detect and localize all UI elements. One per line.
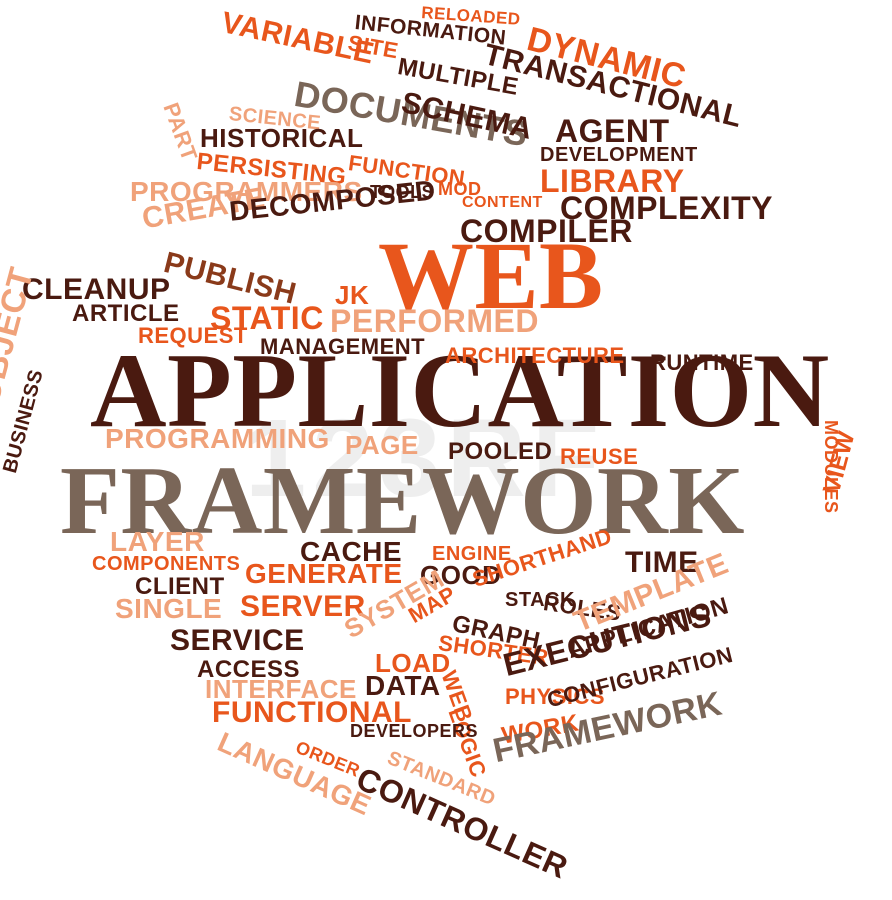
watermark: 123RF bbox=[245, 397, 606, 520]
word-good-51: GOOD bbox=[420, 560, 502, 590]
word-server-56: SERVER bbox=[240, 590, 366, 623]
word-tools-21: TOOLS bbox=[370, 182, 435, 202]
word-interface-70: INTERFACE bbox=[205, 674, 357, 704]
word-single-55: SINGLE bbox=[115, 593, 223, 624]
word-programmers-20: PROGRAMMERS bbox=[130, 176, 363, 207]
word-request-34: REQUEST bbox=[138, 323, 248, 348]
word-generate-50: GENERATE bbox=[245, 558, 403, 589]
word-cleanup-29: CLEANUP bbox=[22, 273, 171, 306]
word-library-19: LIBRARY bbox=[540, 163, 685, 199]
word-content-23: CONTENT bbox=[462, 194, 543, 211]
word-framework-2: FRAMEWORK bbox=[60, 447, 745, 555]
word-historical-15: HISTORICAL bbox=[200, 123, 364, 153]
word-performed-33: PERFORMED bbox=[330, 303, 539, 339]
word-logic-72: LOGIC bbox=[443, 704, 492, 781]
word-development-16: DEVELOPMENT bbox=[540, 144, 698, 166]
word-jk-30: JK bbox=[335, 280, 370, 310]
word-service-62: SERVICE bbox=[170, 624, 305, 657]
word-architecture-36: ARCHITECTURE bbox=[445, 343, 625, 368]
word-web-0: WEB bbox=[378, 222, 604, 329]
word-engine-48: ENGINE bbox=[432, 543, 512, 565]
word-programming-40: PROGRAMMING bbox=[105, 423, 330, 454]
word-components-49: COMPONENTS bbox=[92, 553, 241, 575]
word-static-32: STATIC bbox=[210, 300, 324, 336]
word-stack-59: STACK bbox=[505, 589, 575, 611]
word-client-54: CLIENT bbox=[135, 573, 225, 600]
word-application-1: APPLICATION bbox=[90, 332, 830, 449]
word-compiler-27: COMPILER bbox=[460, 213, 633, 249]
word-developers-76: DEVELOPERS bbox=[350, 721, 479, 741]
word-physics-73: PHYSICS bbox=[505, 684, 606, 709]
word-layer-46: LAYER bbox=[110, 526, 205, 557]
word-cache-47: CACHE bbox=[300, 536, 403, 567]
word-complexity-24: COMPLEXITY bbox=[560, 190, 774, 226]
word-time-53: TIME bbox=[625, 546, 699, 579]
word-management-35: MANAGEMENT bbox=[260, 334, 426, 359]
word-access-66: ACCESS bbox=[197, 656, 301, 683]
word-article-31: ARTICLE bbox=[72, 300, 180, 327]
word-agent-12: AGENT bbox=[555, 113, 670, 149]
word-data-71: DATA bbox=[365, 670, 441, 701]
word-load-67: LOAD bbox=[375, 648, 451, 678]
word-runtime-37: RUNTIME bbox=[650, 350, 754, 375]
word-part-13: PART bbox=[158, 99, 203, 165]
word-mod-22: MOD bbox=[438, 179, 482, 199]
word-pooled-42: POOLED bbox=[448, 438, 553, 465]
word-reuse-43: REUSE bbox=[560, 444, 639, 469]
word-functional-75: FUNCTIONAL bbox=[212, 696, 412, 729]
word-page-41: PAGE bbox=[345, 430, 419, 460]
